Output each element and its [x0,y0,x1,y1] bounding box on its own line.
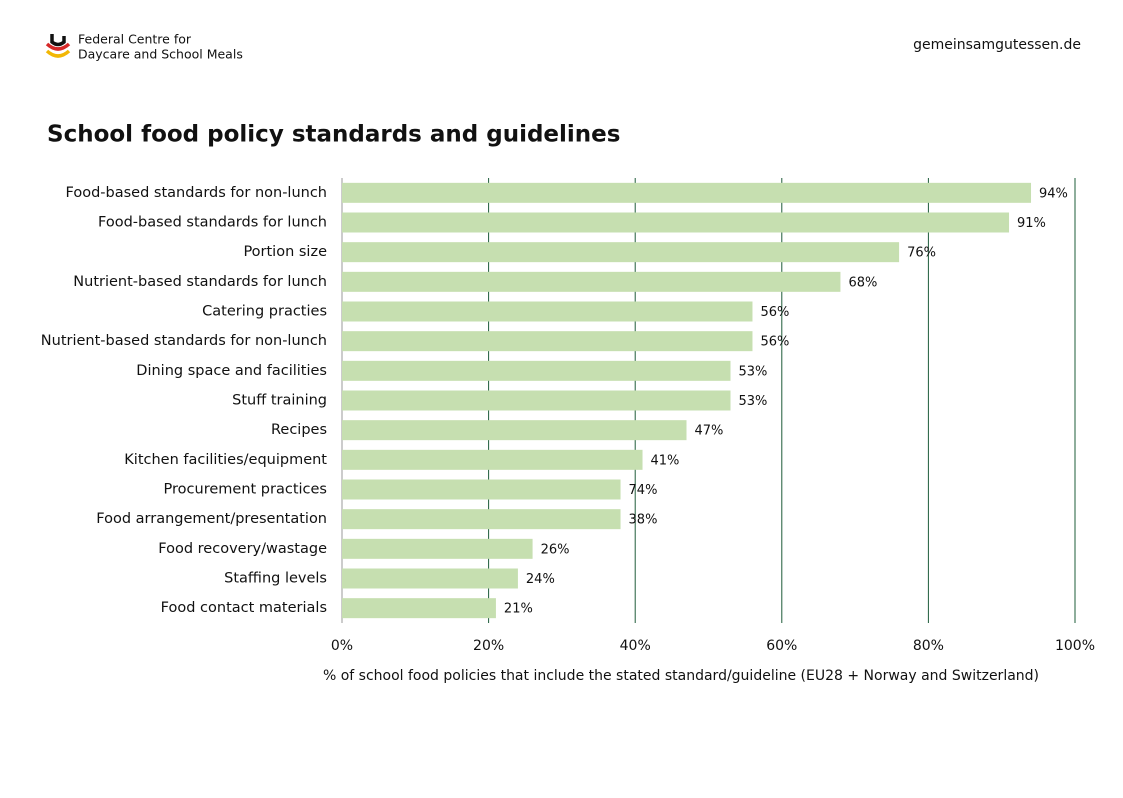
y-tick-label: Stuff training [232,393,327,409]
x-tick-label: 60% [766,638,797,654]
y-tick-label: Portion size [243,244,327,260]
y-tick-label: Staffing levels [224,571,327,587]
value-label: 26% [541,542,570,557]
y-tick-label: Food-based standards for non-lunch [66,185,327,201]
value-label: 91% [1017,216,1046,231]
y-tick-label: Nutrient-based standards for lunch [73,274,327,290]
x-tick-label: 100% [1055,638,1095,654]
value-label: 41% [651,453,680,468]
value-label: 56% [760,305,789,320]
value-label: 94% [1039,186,1068,201]
x-tick-label: 0% [331,638,353,654]
bar [342,420,687,441]
value-label: 74% [629,483,658,498]
bar [342,360,731,381]
y-tick-label: Food contact materials [161,600,327,616]
org-name: Daycare and School Meals [78,47,243,62]
value-label: 76% [907,246,936,261]
bar [342,598,496,619]
bar [342,242,900,263]
y-tick-label: Kitchen facilities/equipment [124,452,327,468]
bar [342,509,621,530]
value-label: 53% [738,364,767,379]
y-tick-label: Catering practies [202,304,327,320]
value-label: 38% [629,513,658,528]
bar [342,212,1010,233]
value-label: 68% [848,275,877,290]
y-tick-label: Dining space and facilities [136,363,327,379]
bar [342,390,731,411]
bar [342,301,753,322]
site-url: gemeinsamgutessen.de [913,37,1081,53]
x-tick-label: 40% [620,638,651,654]
y-tick-label: Food arrangement/presentation [96,511,327,527]
org-name: Federal Centre for [78,32,192,47]
y-tick-label: Procurement practices [164,482,327,498]
chart-title: School food policy standards and guideli… [47,122,620,148]
y-tick-label: Recipes [271,422,327,438]
value-label: 24% [526,572,555,587]
x-axis-label: % of school food policies that include t… [323,668,1039,684]
value-label: 47% [695,424,724,439]
bar [342,538,533,559]
bar [342,271,841,292]
value-label: 56% [760,335,789,350]
bar [342,182,1032,203]
y-tick-label: Food-based standards for lunch [98,215,327,231]
value-label: 21% [504,602,533,617]
x-tick-label: 20% [473,638,504,654]
y-tick-label: Food recovery/wastage [158,541,327,557]
bar [342,331,753,352]
value-label: 53% [738,394,767,409]
bar [342,568,518,589]
y-tick-label: Nutrient-based standards for non-lunch [41,333,327,349]
bar [342,479,621,500]
bar [342,449,643,470]
logo [45,34,71,58]
x-tick-label: 80% [913,638,944,654]
